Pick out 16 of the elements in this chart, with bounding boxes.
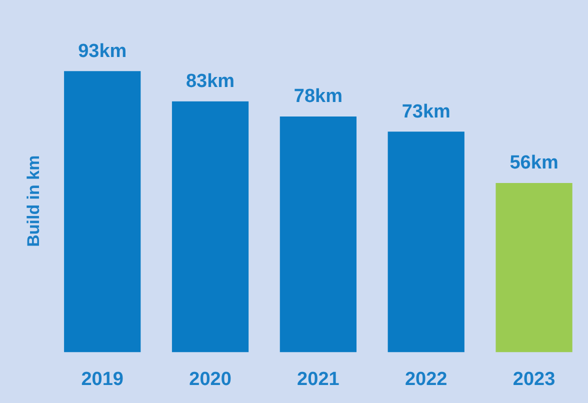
y-axis-title: Build in km [24, 155, 43, 247]
data-label: 73km [402, 101, 450, 122]
x-tick-label: 2020 [189, 368, 232, 390]
x-tick-label: 2023 [512, 368, 556, 390]
data-label: 83km [186, 71, 235, 92]
data-label: 78km [294, 86, 343, 108]
data-label: 93km [78, 40, 127, 62]
bar [172, 101, 249, 352]
x-tick-label: 2021 [297, 368, 340, 390]
bar [280, 116, 357, 352]
x-tick-label: 2022 [404, 368, 448, 390]
bar [64, 71, 141, 352]
bar [496, 182, 572, 352]
x-tick-label: 2019 [81, 368, 124, 390]
bar [388, 132, 464, 352]
data-label: 56km [510, 152, 558, 174]
